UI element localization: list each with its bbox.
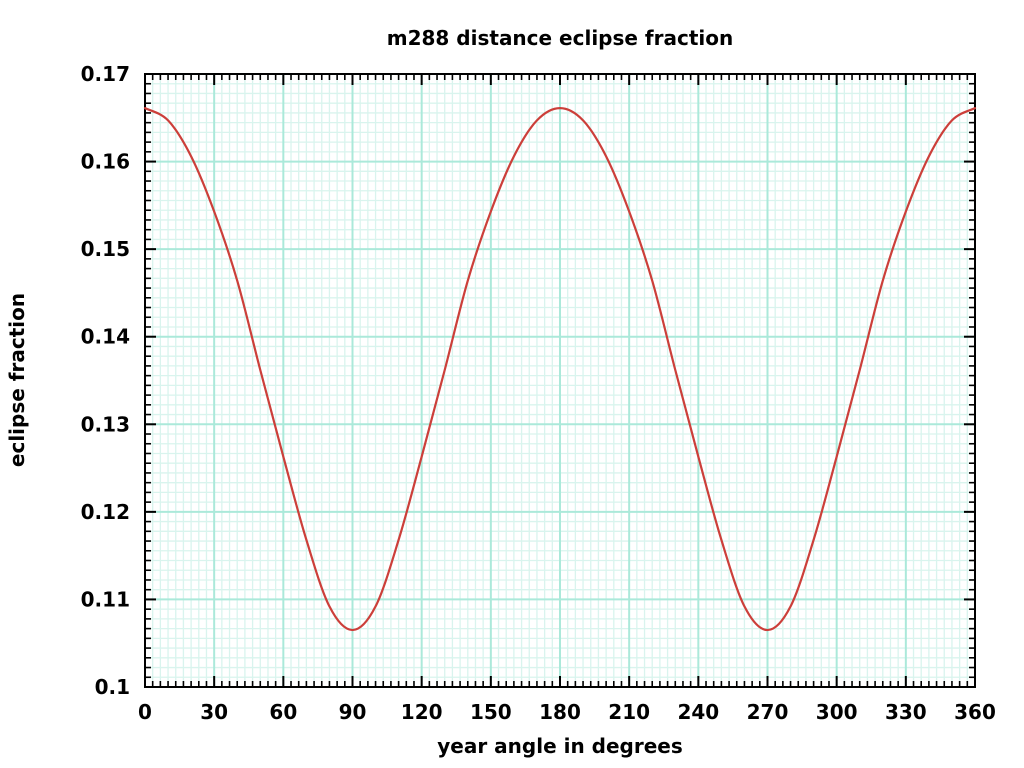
y-tick-label: 0.13 bbox=[81, 412, 130, 436]
chart-title: m288 distance eclipse fraction bbox=[387, 26, 734, 50]
x-tick-label: 240 bbox=[677, 700, 719, 724]
x-tick-label: 90 bbox=[339, 700, 367, 724]
x-tick-label: 0 bbox=[138, 700, 152, 724]
y-axis-label: eclipse fraction bbox=[5, 293, 29, 467]
tick-labels: 0 30 60 90 120 150 180 210 240 270 300 330 360 0.1 0.1… bbox=[81, 62, 996, 724]
y-tick-label: 0.1 bbox=[95, 675, 130, 699]
y-tick-label: 0.12 bbox=[81, 500, 130, 524]
x-tick-label: 60 bbox=[269, 700, 297, 724]
x-tick-label: 330 bbox=[885, 700, 927, 724]
y-tick-label: 0.15 bbox=[81, 237, 130, 261]
x-tick-label: 180 bbox=[539, 700, 581, 724]
major-gridlines bbox=[144, 73, 976, 688]
x-axis-label: year angle in degrees bbox=[437, 734, 683, 758]
eclipse-fraction-curve bbox=[143, 107, 977, 632]
x-tick-label: 150 bbox=[470, 700, 512, 724]
y-tick-label: 0.14 bbox=[81, 325, 130, 349]
x-tick-label: 30 bbox=[200, 700, 228, 724]
y-tick-label: 0.17 bbox=[81, 62, 130, 86]
y-tick-label: 0.11 bbox=[81, 587, 130, 611]
y-tick-label: 0.16 bbox=[81, 150, 130, 174]
plot-border bbox=[144, 73, 976, 688]
x-tick-label: 210 bbox=[608, 700, 650, 724]
x-tick-label: 270 bbox=[747, 700, 789, 724]
x-tick-label: 120 bbox=[401, 700, 443, 724]
series-line bbox=[143, 107, 977, 632]
x-tick-label: 360 bbox=[954, 700, 996, 724]
x-tick-label: 300 bbox=[816, 700, 858, 724]
